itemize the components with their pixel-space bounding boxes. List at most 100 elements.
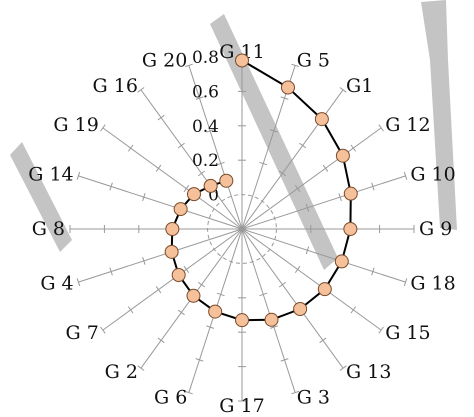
spoke-tick xyxy=(127,306,134,314)
category-label-g1: G1 xyxy=(346,75,373,97)
spoke-tick xyxy=(299,142,307,149)
spoke-tick xyxy=(339,365,347,371)
spoke-tick xyxy=(319,337,327,344)
category-label-g17: G 17 xyxy=(219,395,264,417)
radar-grid xyxy=(69,56,415,402)
radial-tick-labels: 0 0.2 0.4 0.6 0.8 xyxy=(192,48,219,206)
data-point-g2 xyxy=(186,288,201,303)
spoke-tick xyxy=(371,267,375,276)
spoke-g14 xyxy=(78,175,243,230)
spoke-tick xyxy=(109,267,113,276)
category-label-g13: G 13 xyxy=(346,361,391,383)
spoke-tick xyxy=(259,292,268,297)
spoke-g20 xyxy=(188,65,243,230)
spoke-tick xyxy=(291,390,300,395)
category-label-g15: G 15 xyxy=(385,322,430,344)
spoke-tick xyxy=(269,325,278,329)
data-point-g7 xyxy=(171,268,186,283)
spoke-tick xyxy=(177,309,185,316)
category-label-g4: G 4 xyxy=(40,273,73,295)
category-label-g11: G 11 xyxy=(219,41,264,63)
spoke-tick xyxy=(206,129,215,133)
category-labels: G 11 G 5 G1 G 12 G 10 G 9 G 18 G 15 G 13 G 3 G 17 G… xyxy=(28,41,455,417)
spoke-g7 xyxy=(102,228,243,331)
spoke-tick xyxy=(278,281,286,288)
spoke-tick xyxy=(76,171,81,180)
data-point-g6 xyxy=(208,304,223,319)
spoke-tick xyxy=(350,144,357,152)
spoke-tick xyxy=(100,326,106,334)
spoke-tick xyxy=(142,256,146,265)
spoke-tick xyxy=(183,265,190,273)
spoke-tick xyxy=(280,96,289,100)
spoke-tick xyxy=(378,124,384,132)
spoke-tick xyxy=(403,171,408,180)
spoke-tick xyxy=(216,161,225,166)
category-label-g16: G 16 xyxy=(93,75,138,97)
data-point-g4 xyxy=(164,244,179,259)
spoke-tick xyxy=(184,63,193,68)
data-point-g14 xyxy=(173,202,188,217)
spoke-tick xyxy=(305,246,310,255)
category-label-g5: G 5 xyxy=(297,50,330,72)
category-label-g9: G 9 xyxy=(419,218,452,240)
category-label-g14: G 14 xyxy=(28,163,73,185)
spoke-tick xyxy=(195,96,204,100)
category-label-g3: G 3 xyxy=(297,386,330,408)
data-point-g11 xyxy=(235,53,249,68)
data-point-g1 xyxy=(314,112,329,127)
spoke-tick xyxy=(198,281,206,288)
spoke-tick xyxy=(294,185,301,193)
spoke-g16 xyxy=(140,89,243,230)
data-point-g17 xyxy=(235,313,249,328)
spoke-tick xyxy=(198,170,206,177)
spoke-g18 xyxy=(241,228,406,283)
category-label-g12: G 12 xyxy=(385,114,430,136)
spoke-g4 xyxy=(78,228,243,283)
spoke-tick xyxy=(184,390,193,395)
spoke-tick xyxy=(259,161,268,166)
spoke-tick xyxy=(322,164,329,172)
spoke-tick xyxy=(278,170,286,177)
data-point-g10 xyxy=(343,186,358,201)
spoke-tick xyxy=(403,278,408,287)
data-point-g3 xyxy=(264,312,279,327)
data-point-g18 xyxy=(334,254,349,269)
watermark-stripe xyxy=(421,0,457,230)
spoke-tick xyxy=(155,164,162,172)
spoke-tick xyxy=(127,144,134,152)
spoke-tick xyxy=(378,326,384,334)
spoke-tick xyxy=(137,365,145,371)
data-point-g20 xyxy=(219,173,234,188)
data-point-g9 xyxy=(343,222,358,236)
data-point-g15 xyxy=(317,282,332,297)
spoke-tick xyxy=(338,193,342,202)
spoke-tick xyxy=(76,278,81,287)
category-label-g6: G 6 xyxy=(154,386,187,408)
spoke-g3 xyxy=(241,228,296,393)
category-label-g10: G 10 xyxy=(410,163,455,185)
data-point-g12 xyxy=(335,148,350,163)
spoke-g19 xyxy=(102,127,243,230)
spoke-tick xyxy=(280,358,289,362)
data-point-g16 xyxy=(203,178,218,193)
watermark-stripe xyxy=(10,142,72,252)
category-label-g8: G 8 xyxy=(32,218,65,240)
spoke-tick xyxy=(305,203,310,212)
spoke-g15 xyxy=(241,228,382,331)
category-label-g18: G 18 xyxy=(410,273,455,295)
spoke-tick xyxy=(294,265,301,273)
category-label-g19: G 19 xyxy=(53,114,98,136)
spoke-tick xyxy=(142,193,146,202)
category-label-g20: G 20 xyxy=(142,50,187,72)
spoke-tick xyxy=(216,292,225,297)
spoke-tick xyxy=(269,129,278,133)
spoke-tick xyxy=(339,87,347,93)
radial-tick-label: 0.6 xyxy=(192,82,219,102)
spoke-tick xyxy=(177,142,185,149)
data-point-g5 xyxy=(280,80,295,95)
spoke-tick xyxy=(157,337,165,344)
spoke-g1 xyxy=(241,89,344,230)
spoke-tick xyxy=(183,185,190,193)
